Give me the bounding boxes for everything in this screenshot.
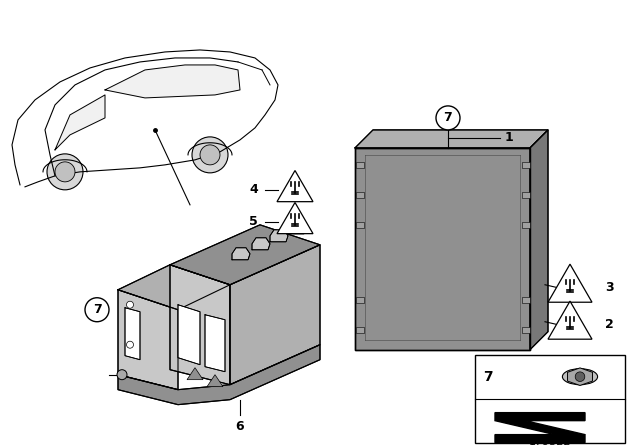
- Polygon shape: [118, 345, 320, 405]
- Polygon shape: [548, 301, 592, 339]
- Text: 4: 4: [249, 183, 258, 196]
- Polygon shape: [277, 171, 313, 202]
- Polygon shape: [118, 290, 178, 390]
- Polygon shape: [118, 265, 230, 310]
- Circle shape: [117, 370, 127, 379]
- Bar: [356, 327, 364, 333]
- Text: 2: 2: [605, 318, 614, 331]
- Circle shape: [127, 341, 134, 348]
- Polygon shape: [187, 368, 203, 379]
- Polygon shape: [170, 265, 230, 385]
- Polygon shape: [568, 368, 593, 385]
- Circle shape: [575, 372, 585, 382]
- Bar: [356, 222, 364, 228]
- Text: 5: 5: [249, 215, 258, 228]
- Polygon shape: [125, 308, 140, 360]
- Bar: [356, 162, 364, 168]
- Circle shape: [47, 154, 83, 190]
- Circle shape: [192, 137, 228, 173]
- Polygon shape: [288, 222, 306, 234]
- Polygon shape: [495, 413, 585, 443]
- Bar: [522, 222, 530, 228]
- Circle shape: [85, 298, 109, 322]
- Polygon shape: [55, 95, 105, 150]
- Polygon shape: [270, 230, 288, 242]
- Bar: [475, 355, 625, 443]
- Text: 7: 7: [93, 303, 101, 316]
- Polygon shape: [170, 225, 320, 285]
- Polygon shape: [232, 248, 250, 260]
- Circle shape: [55, 162, 75, 182]
- Polygon shape: [355, 148, 530, 350]
- Circle shape: [127, 301, 134, 308]
- Polygon shape: [530, 130, 548, 350]
- Bar: [522, 162, 530, 168]
- Circle shape: [436, 106, 460, 130]
- Bar: [522, 297, 530, 303]
- Polygon shape: [230, 245, 320, 385]
- Polygon shape: [178, 305, 200, 365]
- Bar: [522, 192, 530, 198]
- Text: 6: 6: [236, 420, 244, 433]
- Text: 7: 7: [444, 112, 452, 125]
- Polygon shape: [277, 202, 313, 234]
- Text: 179322: 179322: [529, 437, 572, 447]
- Polygon shape: [548, 264, 592, 302]
- Bar: [522, 327, 530, 333]
- Text: 3: 3: [605, 281, 614, 294]
- Polygon shape: [355, 130, 548, 148]
- Polygon shape: [205, 315, 225, 372]
- Polygon shape: [252, 238, 270, 250]
- Text: 7: 7: [483, 370, 493, 383]
- Bar: [356, 297, 364, 303]
- Text: 1: 1: [505, 131, 514, 144]
- Polygon shape: [207, 375, 223, 387]
- Bar: [356, 192, 364, 198]
- Ellipse shape: [563, 369, 598, 385]
- Polygon shape: [105, 65, 240, 98]
- Circle shape: [200, 145, 220, 165]
